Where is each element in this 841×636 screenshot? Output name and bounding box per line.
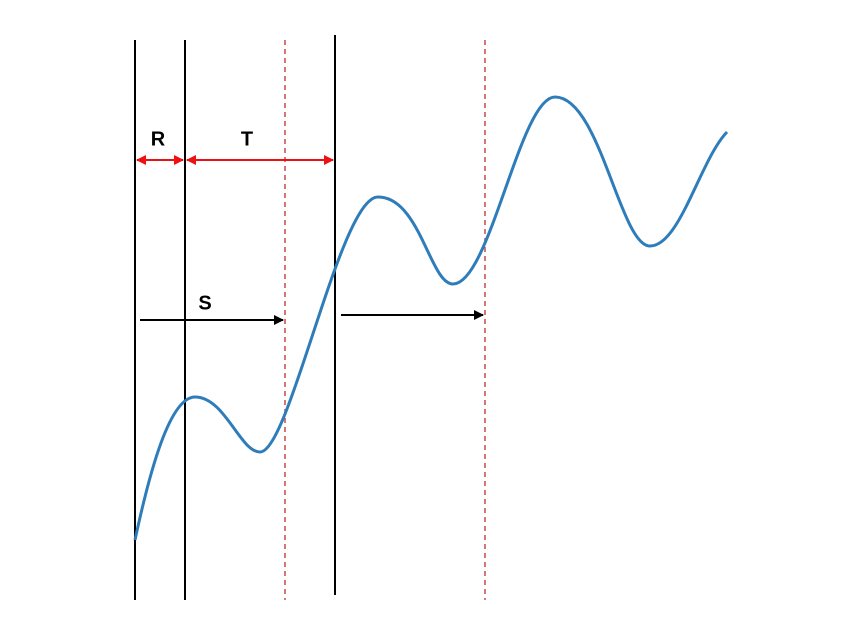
label-r: R	[151, 128, 166, 150]
label-s: S	[198, 292, 211, 314]
wave-curve	[133, 95, 729, 541]
label-t: T	[241, 128, 253, 150]
